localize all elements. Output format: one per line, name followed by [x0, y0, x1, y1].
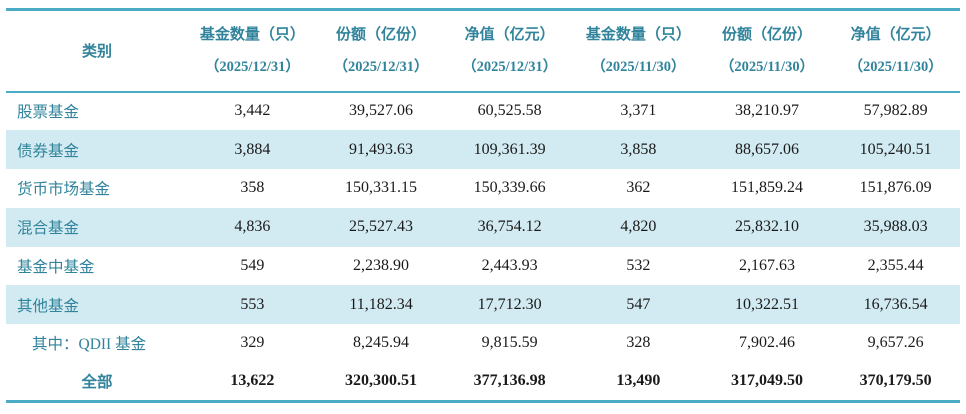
column-date: （2025/11/30） — [591, 58, 686, 75]
cell-value: 150,339.66 — [473, 179, 546, 197]
table-row: 基金中基金 549 2,238.90 2,443.93 532 2,167.63 2,355… — [6, 247, 960, 286]
cell-value: 91,493.63 — [316, 130, 446, 169]
table-row: 其中：QDII 基金 329 8,245.94 9,815.59 328 7,902.46… — [6, 324, 960, 363]
cell-value: 13,622 — [188, 362, 317, 402]
cell-value: 25,832.10 — [702, 207, 832, 247]
row-label: 基金中基金 — [17, 258, 95, 276]
cell-value: 25,527.43 — [316, 207, 446, 247]
row-label: 货币市场基金 — [17, 181, 111, 199]
row-label: 全部 — [6, 362, 189, 402]
header-row: 类别 基金数量（只） （2025/12/31） 份额（亿份） （2025/12/… — [6, 9, 960, 93]
cell-value: 317,049.50 — [702, 362, 832, 402]
cell-value: 370,179.50 — [831, 362, 960, 402]
cell-value: 328 — [626, 334, 651, 352]
column-header-shares-nov: 份额（亿份） （2025/11/30） — [702, 9, 832, 93]
column-title: 净值（亿元） — [850, 26, 941, 43]
column-title: 基金数量（只） — [585, 26, 691, 43]
cell-value: 3,442 — [234, 102, 271, 120]
column-date: （2025/12/31） — [462, 58, 558, 75]
cell-value: 2,167.63 — [738, 256, 795, 274]
table-row: 货币市场基金 358 150,331.15 150,339.66 362 151,859.… — [6, 169, 960, 208]
table-header: 类别 基金数量（只） （2025/12/31） 份额（亿份） （2025/12/… — [6, 9, 960, 93]
cell-value: 109,361.39 — [445, 130, 574, 169]
cell-value: 36,754.12 — [445, 207, 574, 247]
table-row: 混合基金 4,836 25,527.43 36,754.12 4,820 25,832.1… — [6, 207, 960, 247]
row-label: 混合基金 — [6, 207, 189, 247]
cell-value: 362 — [626, 179, 651, 197]
fund-stats-table: 类别 基金数量（只） （2025/12/31） 份额（亿份） （2025/12/… — [6, 8, 960, 403]
table-row: 全部 13,622 320,300.51 377,136.98 13,490 317,04… — [6, 362, 960, 402]
cell-value: 57,982.89 — [863, 102, 928, 120]
table-row: 债券基金 3,884 91,493.63 109,361.39 3,858 88,657.… — [6, 130, 960, 169]
page: 类别 基金数量（只） （2025/12/31） 份额（亿份） （2025/12/… — [6, 8, 960, 403]
column-date: （2025/11/30） — [719, 58, 815, 75]
cell-value: 3,858 — [574, 130, 703, 169]
cell-value: 547 — [574, 285, 703, 324]
cell-value: 16,736.54 — [831, 285, 960, 324]
column-date: （2025/11/30） — [848, 58, 943, 75]
cell-value: 151,859.24 — [730, 179, 803, 197]
table-body: 股票基金 3,442 39,527.06 60,525.58 3,371 38,210.9… — [6, 92, 960, 402]
cell-value: 9,815.59 — [481, 334, 538, 352]
cell-value: 8,245.94 — [353, 334, 410, 352]
cell-value: 39,527.06 — [349, 102, 414, 120]
cell-value: 3,371 — [620, 102, 657, 120]
table-row: 其他基金 553 11,182.34 17,712.30 547 10,322.51 16,… — [6, 285, 960, 324]
cell-value: 532 — [626, 256, 651, 274]
column-date: （2025/12/31） — [333, 58, 429, 75]
cell-value: 17,712.30 — [445, 285, 574, 324]
cell-value: 13,490 — [574, 362, 703, 402]
cell-value: 4,836 — [188, 207, 317, 247]
column-date: （2025/12/31） — [204, 58, 300, 75]
column-header-nav-dec: 净值（亿元） （2025/12/31） — [445, 9, 574, 93]
column-title: 净值（亿元） — [464, 26, 555, 43]
cell-value: 7,902.46 — [738, 334, 795, 352]
cell-value: 549 — [240, 256, 265, 274]
row-label: 债券基金 — [6, 130, 189, 169]
cell-value: 150,331.15 — [345, 179, 418, 197]
cell-value: 105,240.51 — [831, 130, 960, 169]
row-label: 其中：QDII 基金 — [32, 336, 147, 354]
cell-value: 60,525.58 — [477, 102, 542, 120]
cell-value: 151,876.09 — [859, 179, 932, 197]
column-header-shares-dec: 份额（亿份） （2025/12/31） — [316, 9, 446, 93]
column-title: 份额（亿份） — [336, 26, 427, 43]
column-title: 基金数量（只） — [199, 26, 305, 43]
cell-value: 2,355.44 — [867, 256, 924, 274]
cell-value: 2,238.90 — [353, 256, 410, 274]
cell-value: 329 — [240, 334, 265, 352]
column-title: 份额（亿份） — [721, 26, 812, 43]
column-header-nav-nov: 净值（亿元） （2025/11/30） — [831, 9, 960, 93]
cell-value: 38,210.97 — [734, 102, 799, 120]
row-label: 股票基金 — [17, 104, 80, 122]
table-row: 股票基金 3,442 39,527.06 60,525.58 3,371 38,210.9… — [6, 92, 960, 131]
column-header-count-nov: 基金数量（只） （2025/11/30） — [574, 9, 703, 93]
cell-value: 377,136.98 — [445, 362, 574, 402]
cell-value: 553 — [188, 285, 317, 324]
column-header-count-dec: 基金数量（只） （2025/12/31） — [188, 9, 317, 93]
column-header-category: 类别 — [6, 9, 189, 93]
cell-value: 320,300.51 — [316, 362, 446, 402]
cell-value: 9,657.26 — [867, 334, 924, 352]
row-label: 其他基金 — [6, 285, 189, 324]
cell-value: 2,443.93 — [481, 256, 538, 274]
cell-value: 4,820 — [574, 207, 703, 247]
cell-value: 10,322.51 — [702, 285, 832, 324]
cell-value: 88,657.06 — [702, 130, 832, 169]
cell-value: 358 — [240, 179, 265, 197]
cell-value: 35,988.03 — [831, 207, 960, 247]
cell-value: 11,182.34 — [316, 285, 446, 324]
cell-value: 3,884 — [188, 130, 317, 169]
